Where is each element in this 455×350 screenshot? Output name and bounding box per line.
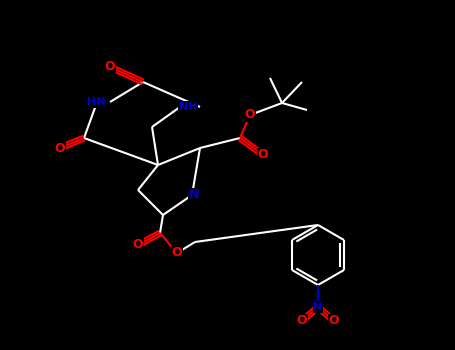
Text: O: O: [258, 148, 268, 161]
Text: O: O: [245, 108, 255, 121]
Text: O: O: [105, 61, 115, 74]
Text: O: O: [55, 141, 66, 154]
Text: O: O: [297, 315, 307, 328]
Text: O: O: [329, 315, 339, 328]
Text: HN: HN: [87, 97, 105, 107]
Text: O: O: [133, 238, 143, 252]
Text: NH: NH: [179, 102, 197, 112]
Text: O: O: [172, 246, 182, 259]
Text: N: N: [313, 302, 323, 312]
Text: N: N: [189, 189, 199, 202]
